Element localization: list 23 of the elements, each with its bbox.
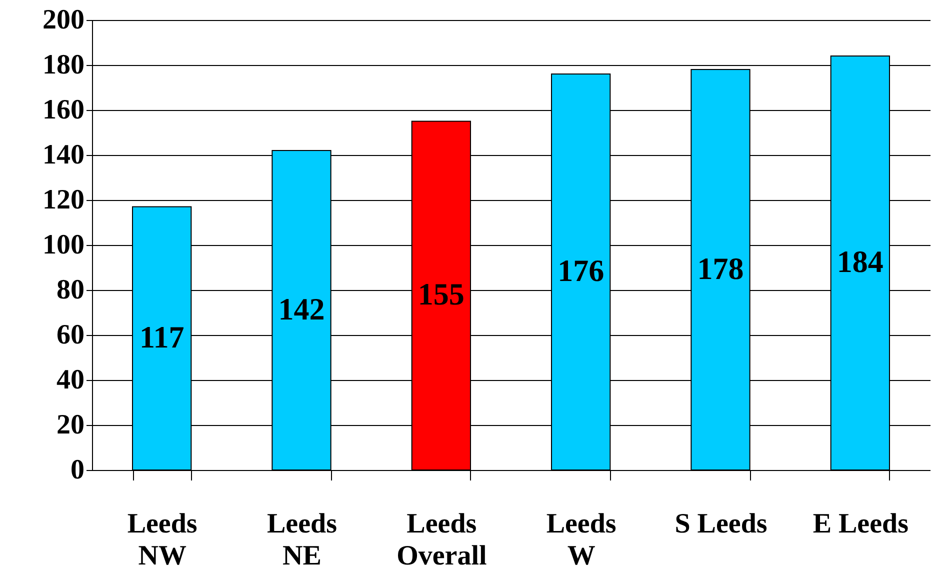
x-tick-label: E Leeds bbox=[812, 508, 909, 540]
y-tick-label: 40 bbox=[56, 364, 84, 396]
y-tick-label: 20 bbox=[56, 410, 84, 440]
data-label: 184 bbox=[836, 244, 884, 279]
y-tick-label: 180 bbox=[42, 50, 84, 80]
data-label: 178 bbox=[697, 250, 744, 286]
y-tick-label: 140 bbox=[42, 140, 84, 170]
y-tick-label: 0 bbox=[70, 454, 84, 486]
data-label: 117 bbox=[139, 319, 184, 354]
y-tick-label: 200 bbox=[42, 4, 84, 36]
y-tick-label: 160 bbox=[42, 94, 84, 126]
x-tick-label: Leeds Overall bbox=[396, 508, 487, 572]
data-label: 142 bbox=[278, 291, 325, 326]
data-label: 155 bbox=[418, 276, 464, 312]
data-label: 176 bbox=[558, 253, 604, 288]
x-tick-label: Leeds NE bbox=[267, 508, 338, 572]
y-tick-label: 60 bbox=[56, 320, 84, 350]
x-tick-label: Leeds NW bbox=[127, 508, 198, 572]
y-tick-label: 80 bbox=[56, 274, 84, 306]
x-tick-label: Leeds W bbox=[546, 508, 616, 572]
y-tick-label: 100 bbox=[42, 230, 84, 260]
x-tick-label: S Leeds bbox=[674, 508, 768, 540]
y-tick-label: 120 bbox=[42, 184, 84, 216]
